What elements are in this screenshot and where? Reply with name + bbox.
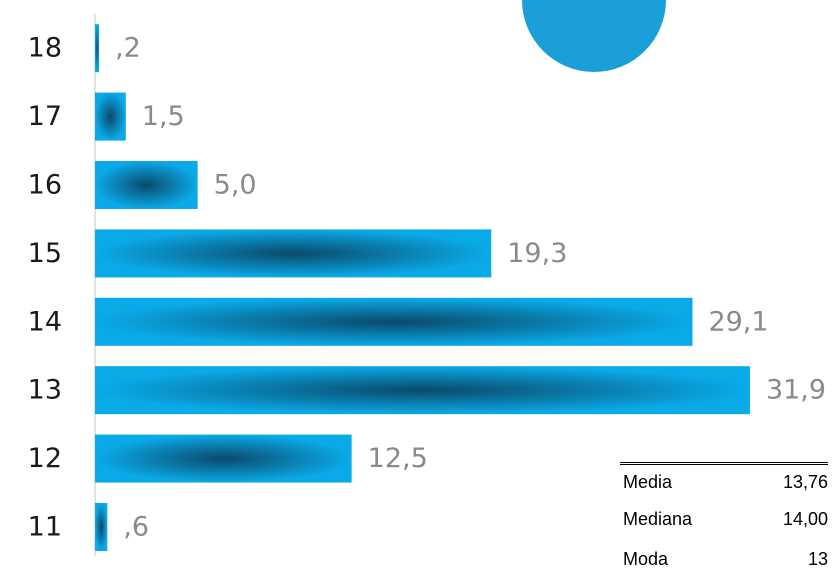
category-tick-label: 14 xyxy=(28,306,62,337)
bar-14 xyxy=(95,297,693,346)
data-label: ,6 xyxy=(123,512,149,543)
category-tick-label: 13 xyxy=(28,375,62,406)
data-label: 5,0 xyxy=(214,170,257,201)
stats-label: Moda xyxy=(623,548,669,569)
data-label: 29,1 xyxy=(708,306,768,337)
data-label: 31,9 xyxy=(766,375,826,406)
bar-15 xyxy=(95,229,492,278)
stats-value: 14,00 xyxy=(782,508,828,529)
data-label: 19,3 xyxy=(507,238,567,269)
data-label: 12,5 xyxy=(368,443,428,474)
category-tick-label: 18 xyxy=(28,33,62,64)
stats-table: Media 13,76 Mediana 14,00 Moda 13 xyxy=(620,462,828,579)
bar-12 xyxy=(95,434,352,483)
stats-row-mediana: Mediana 14,00 xyxy=(620,499,828,539)
category-tick-label: 11 xyxy=(28,512,62,543)
stats-row-media: Media 13,76 xyxy=(620,462,828,499)
category-tick-label: 16 xyxy=(28,170,62,201)
category-tick-label: 17 xyxy=(28,101,62,132)
decorative-circle xyxy=(522,0,666,72)
bar-18 xyxy=(95,24,100,73)
data-label: 1,5 xyxy=(142,101,185,132)
stats-value: 13 xyxy=(807,548,828,569)
stats-value: 13,76 xyxy=(747,462,828,499)
category-tick-label: 15 xyxy=(28,238,62,269)
stats-label: Mediana xyxy=(623,508,693,529)
category-tick-label: 12 xyxy=(28,443,62,474)
bar-13 xyxy=(95,366,750,415)
bar-17 xyxy=(95,92,126,141)
stats-label: Media xyxy=(620,462,748,499)
data-label: ,2 xyxy=(115,33,141,64)
bar-16 xyxy=(95,161,198,209)
stats-row-moda: Moda 13 xyxy=(620,539,828,579)
bar-11 xyxy=(95,503,108,551)
